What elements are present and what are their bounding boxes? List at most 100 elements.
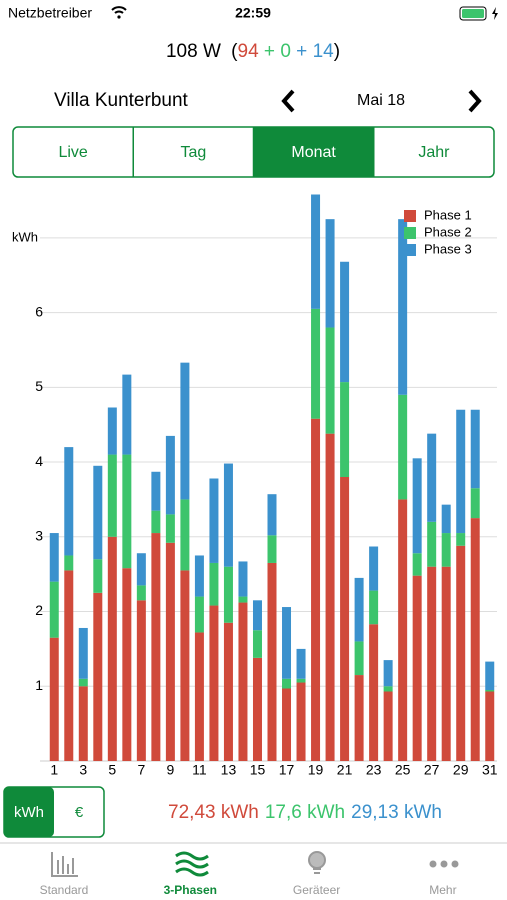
- icon-standard: [51, 852, 78, 877]
- tab-label[interactable]: Geräteer: [293, 883, 340, 897]
- phase-total: 29,13 kWh: [351, 802, 442, 823]
- bar-segment: [238, 596, 248, 603]
- bar-segment: [485, 661, 495, 690]
- bar-segment: [354, 577, 364, 642]
- segment[interactable]: Live: [58, 144, 87, 161]
- bar-segment: [412, 553, 422, 576]
- bar-segment: [209, 605, 219, 761]
- x-tick-label: 9: [166, 762, 174, 778]
- bar-segment: [151, 510, 161, 534]
- icon-bulb-base: [313, 868, 321, 874]
- time: 22:59: [235, 5, 271, 21]
- legend-swatch: [404, 244, 416, 256]
- segmented-control: Live Tag Monat Jahr: [12, 126, 495, 178]
- prev-arrow[interactable]: [281, 89, 295, 113]
- bar-segment: [93, 559, 103, 593]
- bar-segment: [107, 407, 117, 455]
- phase-2: 0: [280, 41, 291, 62]
- toggle-option[interactable]: kWh: [14, 804, 44, 821]
- bar-segment: [441, 504, 451, 534]
- bar-segment: [325, 219, 335, 328]
- phase-total: 17,6 kWh: [265, 802, 345, 823]
- bar-segment: [252, 657, 262, 761]
- bar-segment: [470, 409, 480, 489]
- bar-segment: [252, 630, 262, 658]
- segment[interactable]: Tag: [180, 144, 206, 161]
- y-tick-label: 6: [35, 303, 43, 319]
- next-arrow[interactable]: [468, 89, 482, 113]
- bar-segment: [412, 458, 422, 554]
- bar-segment: [122, 374, 132, 455]
- bar-segment: [78, 686, 88, 761]
- bar-segment: [223, 622, 233, 761]
- bar-segment: [180, 362, 190, 500]
- bar-segment: [49, 637, 59, 761]
- bar-segment: [311, 418, 321, 761]
- sep: +: [264, 41, 275, 62]
- total: 108 W: [166, 41, 221, 62]
- bar-segment: [282, 678, 292, 689]
- toggle-option[interactable]: €: [75, 804, 84, 821]
- icon-phases: [175, 851, 209, 877]
- segment[interactable]: Monat: [291, 144, 336, 161]
- bar-segment: [340, 477, 350, 761]
- bar-segment: [165, 542, 175, 761]
- bar-segment: [485, 690, 495, 692]
- bar-segment: [282, 688, 292, 761]
- y-tick-label: 5: [35, 378, 43, 394]
- segment[interactable]: Jahr: [418, 144, 450, 161]
- bar-segment: [383, 691, 393, 761]
- dot: [451, 860, 459, 868]
- bar-segment: [427, 433, 437, 522]
- x-tick-label: 31: [482, 762, 498, 778]
- unit-toggle: kWh €: [3, 786, 105, 838]
- x-tick-label: 21: [337, 762, 353, 778]
- bar-segment: [383, 686, 393, 692]
- bar-segment: [151, 471, 161, 511]
- site-name: Villa Kunterbunt: [54, 90, 189, 111]
- bar-segment: [325, 433, 335, 761]
- bar-segment: [267, 494, 277, 536]
- bar-segment: [282, 607, 292, 679]
- phase-1: 94: [238, 41, 260, 62]
- x-tick-label: 3: [79, 762, 87, 778]
- bar-segment: [93, 465, 103, 560]
- sep: +: [296, 41, 307, 62]
- x-tick-label: 5: [108, 762, 116, 778]
- bar-segment: [64, 570, 74, 761]
- bar-segment: [180, 570, 190, 761]
- bar-segment: [398, 394, 408, 500]
- bar-segment: [165, 514, 175, 543]
- bar-segment: [136, 553, 146, 586]
- bar-segment: [223, 566, 233, 623]
- tab-label[interactable]: 3-Phasen: [164, 883, 217, 897]
- bar-segment: [311, 194, 321, 309]
- toggle-selected: [4, 787, 54, 837]
- bar-segment: [238, 602, 248, 761]
- bar-segment: [49, 533, 59, 582]
- bar-segment: [369, 624, 379, 761]
- bar-segment: [325, 327, 335, 434]
- dot: [440, 860, 448, 868]
- bar-segment: [398, 499, 408, 761]
- totals-text: 72,43 kWh 17,6 kWh 29,13 kWh: [168, 802, 442, 823]
- period: Mai 18: [357, 92, 405, 109]
- bar-segment: [151, 533, 161, 761]
- power-summary: 108 W (94 + 0 + 14): [166, 41, 340, 62]
- bar-segment: [78, 678, 88, 687]
- wifi-icon: [111, 6, 127, 14]
- segment-selected: [253, 127, 374, 177]
- bar-segment: [427, 566, 437, 761]
- bar-segment: [64, 447, 74, 556]
- y-tick-label: 4: [35, 453, 43, 469]
- bar-segment: [456, 545, 466, 761]
- x-tick-label: 17: [279, 762, 295, 778]
- tab-label[interactable]: Standard: [40, 883, 89, 897]
- x-tick-label: 13: [221, 762, 237, 778]
- paren: (: [231, 41, 238, 62]
- bar-segment: [398, 219, 408, 395]
- paren: ): [334, 41, 340, 62]
- tab-label[interactable]: Mehr: [429, 883, 456, 897]
- bar-segment: [296, 682, 306, 761]
